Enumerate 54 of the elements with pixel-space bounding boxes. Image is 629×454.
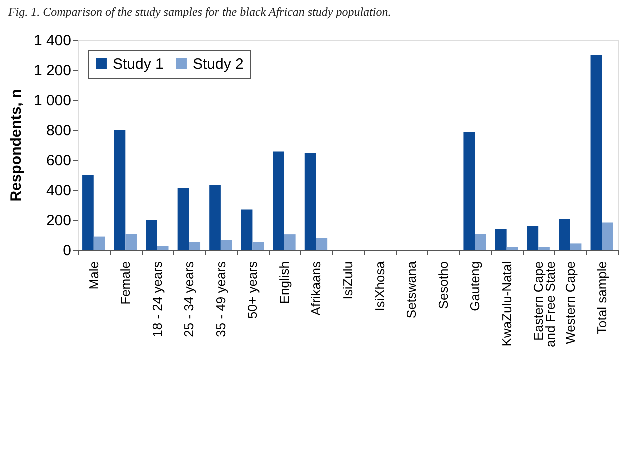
bar bbox=[126, 234, 137, 250]
bar bbox=[284, 234, 296, 250]
x-tick-label: Female bbox=[118, 262, 134, 305]
bar bbox=[210, 185, 221, 250]
bar bbox=[527, 226, 539, 250]
x-tick-label: Sesotho bbox=[436, 262, 451, 310]
bar bbox=[157, 246, 169, 250]
x-tick-label: Male bbox=[86, 262, 102, 290]
bar bbox=[252, 242, 264, 250]
x-tick-label: 18 - 24 years bbox=[150, 261, 165, 338]
bar bbox=[304, 154, 316, 250]
x-tick-label: Setswana bbox=[404, 260, 420, 319]
bar bbox=[273, 152, 284, 250]
legend-label: Study 1 bbox=[113, 56, 164, 73]
bar bbox=[316, 238, 328, 250]
bar bbox=[590, 55, 602, 250]
bar bbox=[82, 175, 94, 250]
bar bbox=[602, 222, 614, 250]
x-tick-label: 25 - 34 years bbox=[182, 261, 197, 338]
x-tick-label: Eastern Cape and Free State bbox=[531, 262, 558, 348]
y-tick-label: 1 400 bbox=[34, 32, 72, 50]
bar bbox=[241, 210, 253, 250]
y-tick-label: 400 bbox=[46, 182, 72, 200]
x-tick-label: IsiZulu bbox=[340, 262, 356, 300]
x-tick-label: IsiXhosa bbox=[372, 260, 388, 312]
x-tick-label: Total sample bbox=[594, 262, 610, 334]
x-tick-label: Western Cape bbox=[562, 262, 578, 344]
bar bbox=[559, 219, 570, 250]
bar bbox=[538, 247, 550, 250]
x-tick-label: 35 - 49 years bbox=[213, 261, 228, 338]
x-tick-label: Gauteng bbox=[468, 262, 483, 312]
x-tick-label: Afrikaans bbox=[308, 261, 324, 316]
bar bbox=[94, 236, 106, 250]
bar bbox=[495, 229, 507, 250]
bar bbox=[220, 240, 232, 250]
y-tick-label: 1 200 bbox=[34, 62, 72, 80]
bar bbox=[475, 234, 486, 250]
y-tick-label: 1 000 bbox=[34, 92, 72, 110]
x-tick-label: English bbox=[276, 262, 292, 304]
bar bbox=[570, 244, 582, 250]
y-tick-label: 600 bbox=[46, 152, 72, 170]
bar bbox=[178, 188, 190, 250]
bar bbox=[464, 132, 476, 250]
x-tick-label: 50+ years bbox=[245, 261, 260, 319]
y-tick-label: 200 bbox=[46, 212, 72, 230]
caption: Fig. 1. Comparison of the study samples for the black African study population. bbox=[7, 5, 392, 19]
y-tick-label: 800 bbox=[46, 122, 72, 140]
x-tick-label: KwaZulu-Natal bbox=[499, 261, 514, 347]
legend-label: Study 2 bbox=[193, 56, 244, 73]
y-axis-title: Respondents, n bbox=[8, 89, 25, 202]
bar bbox=[189, 242, 201, 250]
bar bbox=[146, 220, 158, 250]
bar bbox=[114, 130, 126, 250]
y-tick-label: 0 bbox=[63, 242, 72, 260]
